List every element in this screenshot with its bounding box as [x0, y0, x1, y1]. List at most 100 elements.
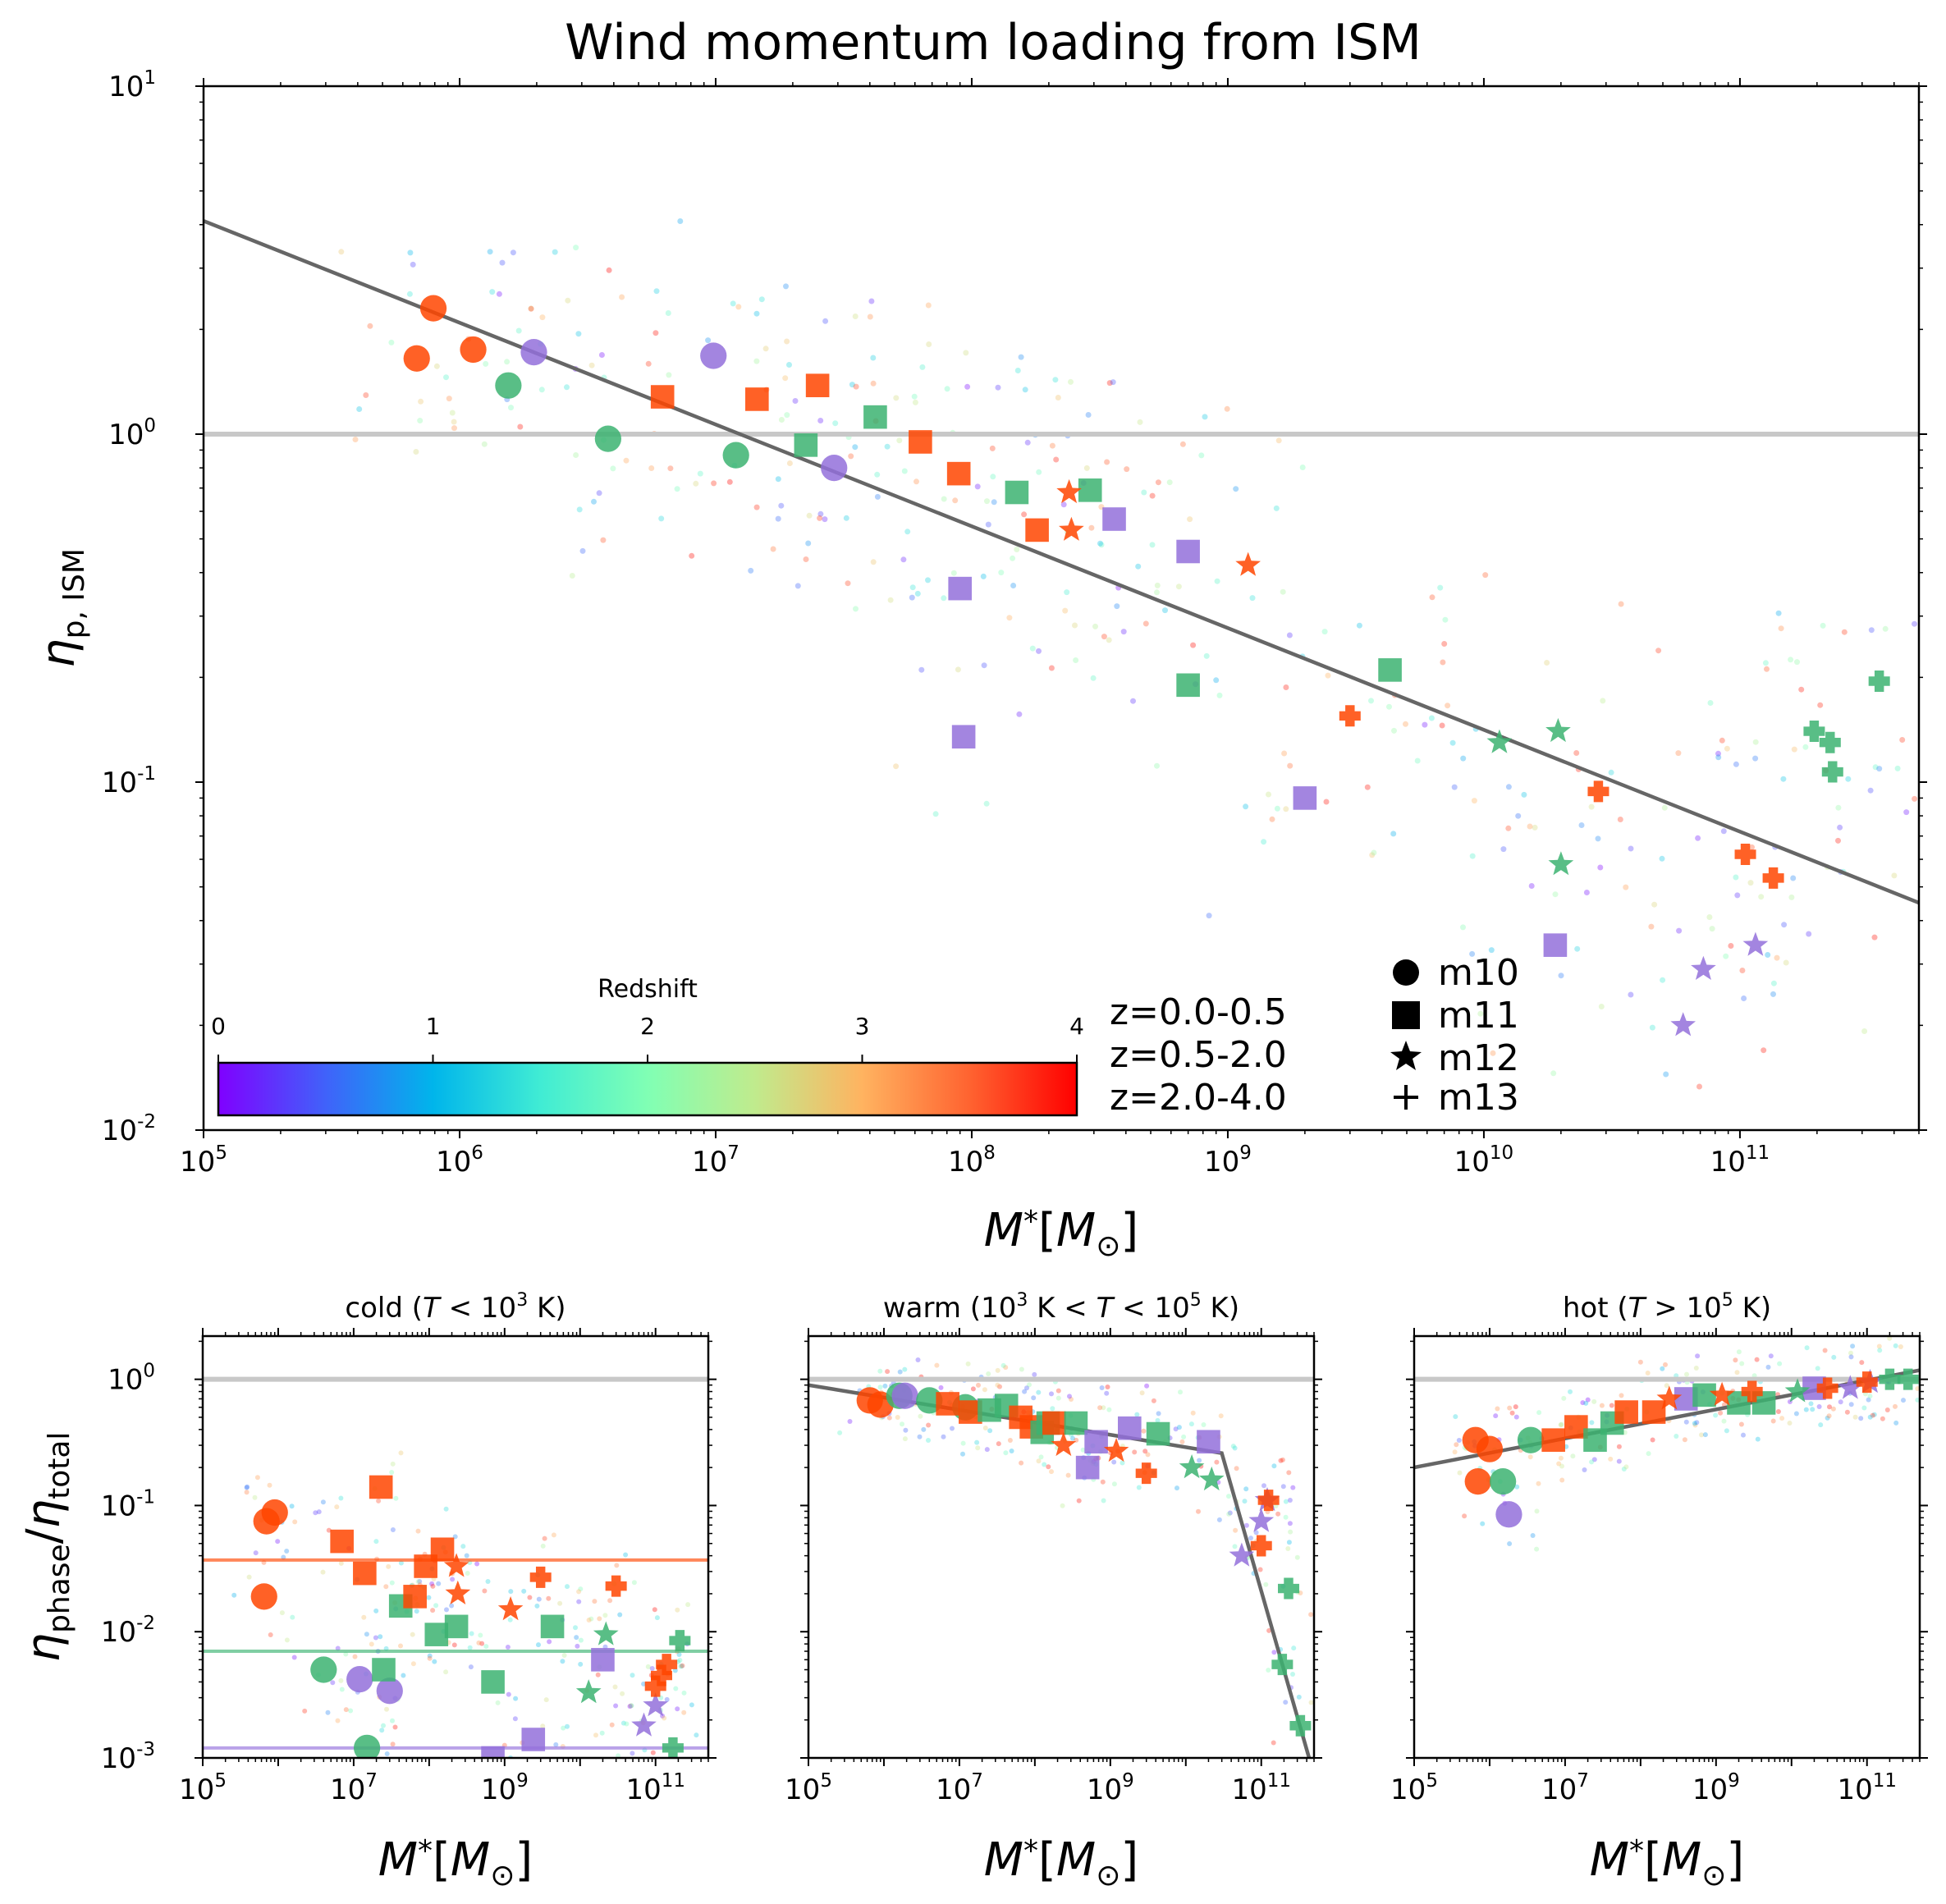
snapshot-point [1778, 625, 1784, 632]
x-tick-label: 108 [948, 1142, 996, 1179]
snapshot-point [378, 1634, 383, 1640]
legend-z-high: z=2.0-4.0 [1110, 1077, 1287, 1119]
snapshot-point [784, 412, 790, 419]
snapshot-point [1173, 1426, 1179, 1432]
snapshot-point [1858, 1416, 1864, 1421]
hot-axes: 105 107 109 1011 [1390, 1328, 1928, 1806]
snapshot-point [1471, 798, 1477, 804]
snapshot-point [1323, 1760, 1328, 1764]
snapshot-point [963, 350, 969, 356]
snapshot-point [1227, 1510, 1233, 1516]
snapshot-point [1693, 1366, 1699, 1371]
snapshot-point [465, 1571, 470, 1576]
halo-legend: m10 m11 m12 m13 [1390, 952, 1519, 1119]
m13-plus-marker [1897, 1368, 1919, 1390]
snapshot-point [1534, 1508, 1540, 1514]
snapshot-point [1070, 1435, 1075, 1441]
snapshot-point [499, 259, 506, 266]
snapshot-point [547, 1639, 552, 1645]
snapshot-point [390, 1461, 396, 1467]
m12-star-marker [1229, 1542, 1255, 1567]
snapshot-point [1249, 595, 1256, 602]
x-tick-label: 1011 [1837, 1770, 1897, 1806]
snapshot-point [1903, 809, 1910, 816]
snapshot-point [1308, 1700, 1314, 1705]
snapshot-point [1623, 884, 1629, 890]
snapshot-point [699, 1770, 704, 1775]
snapshot-point [1588, 803, 1595, 810]
snapshot-point [398, 1643, 403, 1649]
snapshot-point [546, 1595, 552, 1601]
snapshot-point [1024, 439, 1031, 446]
m10-circle-marker [1476, 1435, 1504, 1462]
snapshot-point [1242, 1499, 1248, 1504]
snapshot-point [1283, 806, 1289, 812]
snapshot-point [1243, 803, 1249, 810]
snapshot-point [1758, 894, 1765, 900]
snapshot-point [1794, 659, 1800, 666]
snapshot-point [1570, 1453, 1576, 1459]
snapshot-point [1176, 1425, 1182, 1430]
main-plot: 105 106 107 108 109 1010 1011 10-2 10-1 100 101 ηp… [32, 67, 1927, 1263]
snapshot-point [1106, 380, 1113, 387]
snapshot-point [1154, 582, 1161, 588]
snapshot-point [1509, 1410, 1515, 1416]
snapshot-point [1286, 1470, 1292, 1476]
snapshot-point [1893, 1420, 1899, 1426]
snapshot-point [1445, 703, 1451, 709]
snapshot-point [648, 465, 655, 471]
snapshot-point [561, 1653, 567, 1658]
snapshot-point [1893, 1403, 1898, 1409]
snapshot-point [1202, 414, 1208, 420]
colorbar-tick-label: 3 [855, 1013, 870, 1040]
snapshot-point [432, 1659, 437, 1664]
snapshot-point [505, 1645, 511, 1650]
snapshot-point [268, 1632, 273, 1637]
snapshot-point [1718, 1410, 1724, 1416]
snapshot-point [1599, 1403, 1605, 1408]
snapshot-point [1844, 1409, 1850, 1415]
snapshot-point [302, 1708, 308, 1714]
x-tick-label: 107 [936, 1770, 983, 1806]
snapshot-point [528, 305, 534, 312]
snapshot-point [1724, 1428, 1729, 1434]
snapshot-point [1804, 1345, 1810, 1351]
snapshot-point [1495, 1406, 1500, 1412]
snapshot-point [1871, 934, 1878, 941]
snapshot-point [1719, 737, 1725, 744]
snapshot-point [918, 1413, 923, 1419]
snapshot-point [361, 1614, 367, 1620]
cold-axes: 105 107 109 1011 10-3 10-2 10-1 100 [101, 1328, 717, 1806]
snapshot-point [980, 573, 987, 579]
snapshot-point [681, 1709, 687, 1715]
snapshot-point [561, 1725, 566, 1731]
snapshot-point [595, 1672, 601, 1677]
snapshot-point [593, 1732, 598, 1738]
snapshot-point [1114, 603, 1120, 610]
snapshot-point [870, 559, 877, 565]
snapshot-point [1749, 844, 1755, 850]
snapshot-point [478, 1632, 483, 1638]
snapshot-point [1085, 412, 1092, 418]
snapshot-point [1578, 822, 1585, 828]
snapshot-point [381, 1723, 386, 1728]
snapshot-point [620, 1691, 625, 1696]
snapshot-point [1505, 784, 1512, 790]
snapshot-point [1867, 1394, 1873, 1399]
snapshot-point [882, 1383, 888, 1389]
snapshot-point [853, 606, 859, 612]
snapshot-point [911, 393, 918, 400]
snapshot-point [1271, 1650, 1277, 1655]
snapshot-point [367, 323, 373, 329]
x-tick-label: 1010 [1454, 1142, 1514, 1179]
snapshot-point [330, 1680, 336, 1686]
m11-square-marker [1025, 518, 1049, 542]
snapshot-point [1156, 1411, 1161, 1417]
snapshot-point [786, 362, 792, 368]
snapshot-point [852, 444, 859, 451]
snapshot-point [986, 1371, 991, 1376]
snapshot-point [1266, 791, 1271, 798]
snapshot-point [1887, 1336, 1893, 1341]
snapshot-point [389, 1470, 395, 1475]
snapshot-point [1848, 1354, 1854, 1360]
